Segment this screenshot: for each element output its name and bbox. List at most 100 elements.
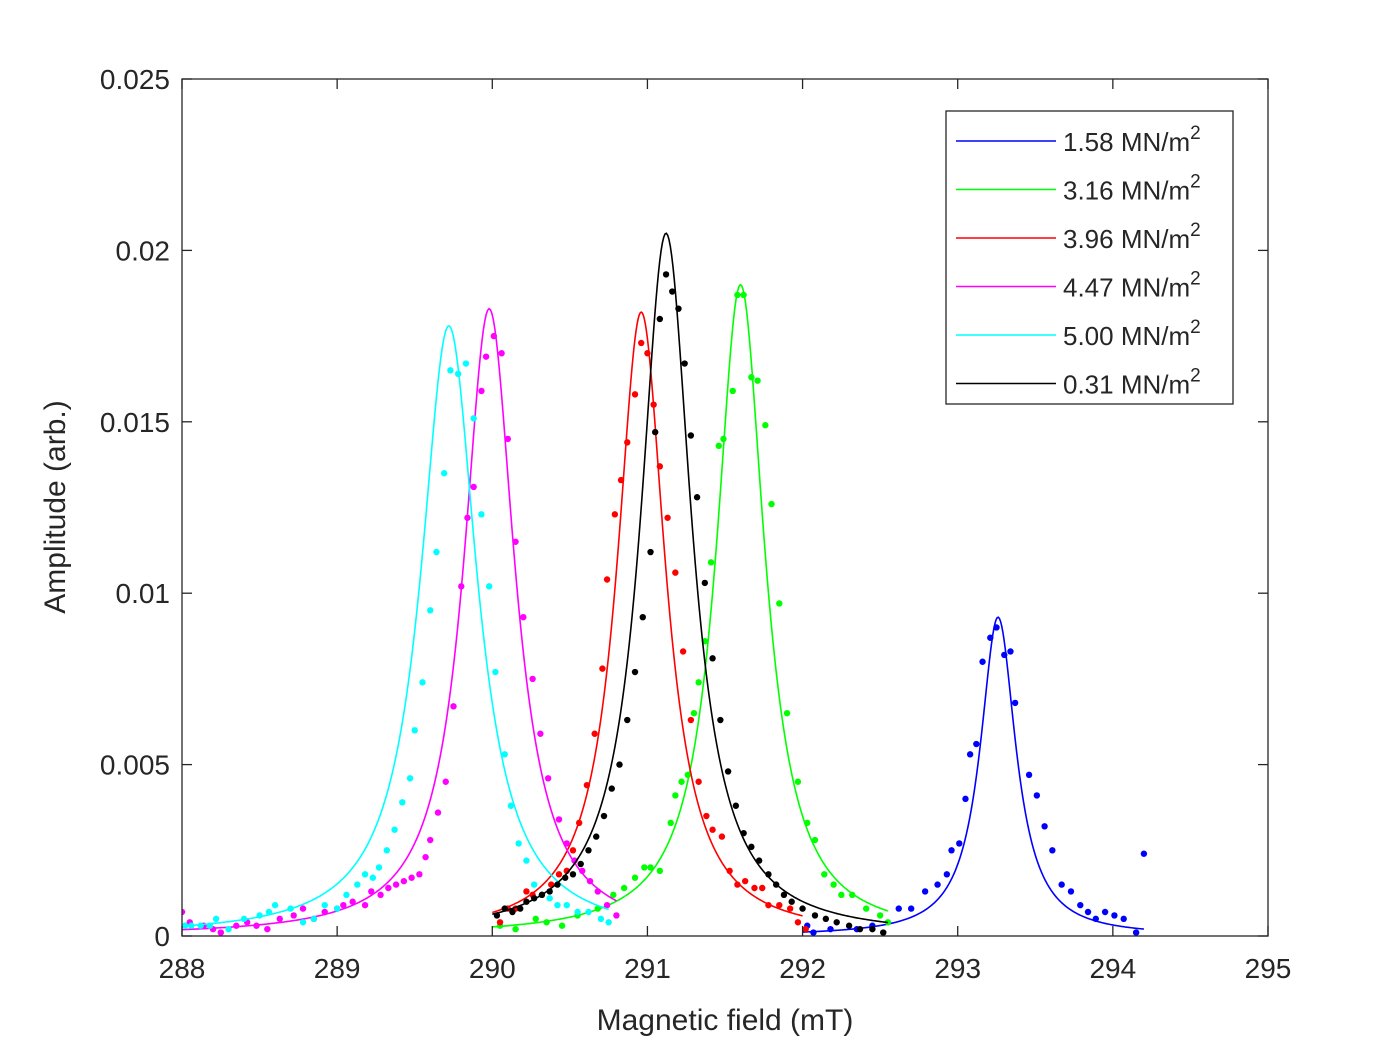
data-point-series-0 — [810, 929, 817, 936]
data-point-series-5 — [538, 891, 546, 899]
legend-entry: 3.16 MN/m2 — [1063, 172, 1201, 206]
data-point-series-3 — [613, 912, 620, 919]
data-point-series-2 — [611, 511, 619, 518]
data-point-series-2 — [575, 819, 583, 827]
data-point-series-4 — [585, 908, 592, 916]
data-point-series-2 — [583, 781, 591, 789]
data-point-series-0 — [934, 881, 941, 888]
data-point-series-3 — [504, 435, 511, 443]
data-point-series-5 — [639, 614, 646, 621]
data-point-series-0 — [1084, 908, 1092, 916]
data-point-series-2 — [695, 778, 702, 785]
data-point-series-5 — [748, 843, 755, 851]
data-point-series-1 — [794, 778, 802, 785]
data-point-series-4 — [447, 367, 454, 374]
data-point-series-4 — [310, 915, 318, 923]
y-tick-label: 0 — [154, 921, 170, 952]
data-point-series-1 — [768, 500, 775, 508]
data-point-series-2 — [569, 847, 577, 854]
data-point-series-3 — [544, 775, 552, 782]
data-point-series-5 — [662, 271, 670, 278]
data-point-series-4 — [265, 908, 273, 916]
legend-entry: 1.58 MN/m2 — [1063, 123, 1201, 157]
data-point-series-0 — [1120, 915, 1127, 923]
data-point-series-2 — [734, 881, 741, 888]
data-point-series-3 — [299, 905, 307, 912]
data-point-series-5 — [845, 922, 853, 929]
data-point-series-0 — [1049, 847, 1056, 854]
data-point-series-4 — [354, 881, 361, 888]
data-point-series-3 — [579, 867, 586, 875]
data-point-series-5 — [687, 432, 695, 439]
data-point-series-1 — [647, 864, 654, 871]
data-point-series-0 — [993, 624, 1000, 631]
data-point-series-1 — [707, 559, 715, 566]
data-point-series-0 — [1067, 888, 1075, 895]
data-point-series-0 — [827, 925, 834, 933]
legend: 1.58 MN/m2 3.16 MN/m2 3.96 MN/m2 4.47 MN/m2… — [945, 110, 1234, 405]
data-point-series-3 — [458, 583, 465, 590]
data-point-series-1 — [783, 709, 791, 717]
data-point-series-5 — [788, 898, 795, 905]
x-tick-label: 292 — [779, 953, 826, 984]
data-point-series-5 — [717, 716, 724, 724]
data-point-series-2 — [794, 919, 802, 926]
data-point-series-1 — [715, 442, 722, 449]
x-tick-label: 295 — [1245, 953, 1292, 984]
data-point-series-4 — [369, 874, 377, 881]
data-point-series-5 — [554, 881, 561, 888]
data-point-series-4 — [411, 727, 418, 734]
data-point-series-4 — [419, 679, 426, 686]
data-point-series-4 — [492, 668, 499, 676]
data-point-series-0 — [979, 658, 986, 665]
data-point-series-2 — [703, 812, 710, 820]
data-point-series-0 — [1111, 912, 1118, 919]
data-point-series-5 — [608, 785, 615, 792]
data-point-series-5 — [569, 871, 577, 878]
data-point-series-3 — [400, 877, 408, 885]
data-point-series-5 — [501, 905, 508, 912]
data-point-series-3 — [340, 901, 347, 909]
data-point-series-5 — [651, 428, 659, 436]
data-point-series-5 — [517, 905, 524, 912]
data-point-series-4 — [391, 826, 398, 833]
y-tick-label: 0.02 — [116, 235, 171, 266]
data-point-series-2 — [650, 401, 657, 408]
data-point-series-5 — [523, 898, 530, 905]
data-point-series-2 — [751, 884, 758, 892]
data-point-series-1 — [641, 864, 648, 871]
data-point-series-5 — [693, 494, 701, 501]
data-point-series-5 — [631, 668, 639, 676]
data-point-series-4 — [256, 912, 263, 919]
data-point-series-4 — [574, 908, 581, 916]
data-point-series-5 — [647, 548, 654, 556]
data-point-series-4 — [427, 607, 434, 614]
data-point-series-5 — [732, 802, 740, 809]
data-point-series-1 — [876, 912, 884, 919]
data-point-series-2 — [664, 514, 671, 521]
data-point-series-1 — [830, 881, 837, 888]
data-point-series-3 — [555, 816, 563, 823]
data-point-series-5 — [709, 655, 716, 662]
data-point-series-1 — [690, 709, 698, 717]
data-point-series-1 — [734, 291, 741, 299]
legend-entry: 5.00 MN/m2 — [1063, 317, 1201, 351]
data-point-series-5 — [681, 360, 688, 367]
data-point-series-3 — [321, 908, 328, 916]
data-point-series-5 — [880, 929, 887, 936]
data-point-series-2 — [741, 877, 749, 885]
data-point-series-4 — [375, 864, 383, 871]
data-point-series-0 — [1007, 648, 1014, 655]
data-point-series-5 — [577, 860, 584, 868]
data-point-series-2 — [718, 833, 726, 840]
data-point-series-2 — [776, 901, 783, 909]
data-point-series-0 — [973, 740, 980, 748]
x-tick-label: 291 — [624, 953, 671, 984]
data-point-series-3 — [537, 730, 544, 737]
data-point-series-3 — [416, 871, 423, 878]
data-point-series-4 — [361, 871, 369, 878]
data-point-series-1 — [720, 435, 727, 443]
legend-entry: 3.96 MN/m2 — [1063, 220, 1201, 254]
data-point-series-4 — [287, 905, 294, 912]
